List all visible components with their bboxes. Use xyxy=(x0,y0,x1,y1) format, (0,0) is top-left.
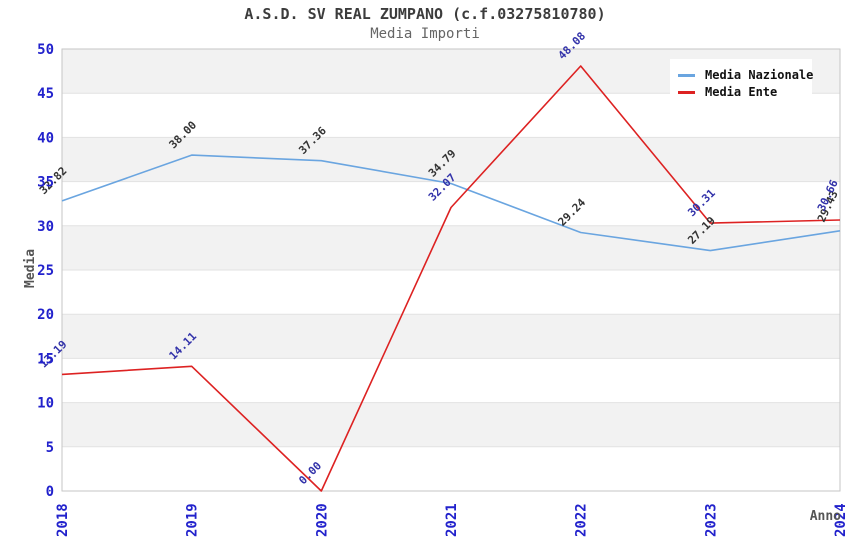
data-label: 0.00 xyxy=(296,459,324,487)
x-tick-label: 2019 xyxy=(185,503,201,537)
legend-line-swatch-ente xyxy=(678,90,695,94)
y-tick-label: 20 xyxy=(37,307,54,323)
legend-label-nazionale: Media Nazionale xyxy=(705,68,814,82)
chart-subtitle: Media Importi xyxy=(370,26,480,42)
grid-band xyxy=(62,314,840,359)
y-tick-label: 25 xyxy=(37,263,54,279)
x-tick-label: 2022 xyxy=(574,503,590,537)
x-axis-label: Anno xyxy=(810,509,841,524)
y-tick-label: 40 xyxy=(37,130,54,146)
legend-item-media-nazionale: Media Nazionale xyxy=(678,67,814,83)
grid-band xyxy=(62,225,840,270)
grid-band xyxy=(62,402,840,447)
grid-band xyxy=(62,137,840,182)
y-tick-label: 30 xyxy=(37,219,54,235)
plot-border xyxy=(61,48,841,492)
y-tick-label: 35 xyxy=(37,175,54,191)
y-tick-label: 0 xyxy=(46,484,54,500)
y-axis-label: Media xyxy=(23,249,38,288)
series-line-media-nazionale xyxy=(61,154,841,252)
data-label: 30.31 xyxy=(685,186,718,219)
x-tick-label: 2024 xyxy=(833,503,849,537)
y-tick-label: 45 xyxy=(37,86,54,102)
x-tick-label: 2021 xyxy=(444,503,460,537)
chart-legend: Media Nazionale Media Ente xyxy=(670,59,814,108)
x-tick-label: 2020 xyxy=(314,503,330,537)
legend-item-media-ente: Media Ente xyxy=(678,84,812,100)
legend-line-swatch-nazionale xyxy=(678,73,695,77)
y-tick-label: 5 xyxy=(46,440,54,456)
legend-label-ente: Media Ente xyxy=(705,85,778,99)
data-label: 29.24 xyxy=(556,196,589,229)
x-tick-label: 2018 xyxy=(55,503,71,537)
y-tick-label: 50 xyxy=(37,42,54,58)
series-line-media-ente xyxy=(61,65,841,492)
y-tick-label: 15 xyxy=(37,351,54,367)
x-tick-label: 2023 xyxy=(703,503,719,537)
chart-title: A.S.D. SV REAL ZUMPANO (c.f.03275810780) xyxy=(244,5,606,23)
y-tick-label: 10 xyxy=(37,396,54,412)
